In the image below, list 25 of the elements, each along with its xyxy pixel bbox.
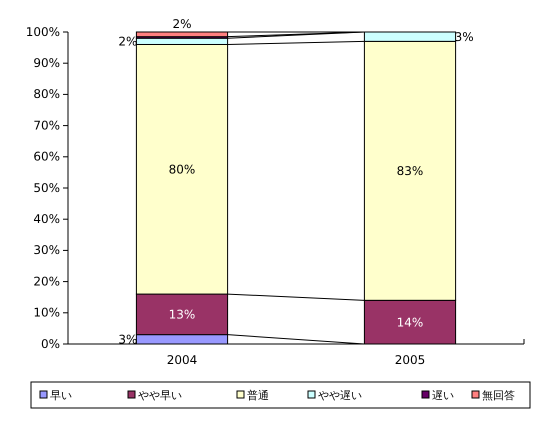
y-tick-label: 20% [33,274,60,288]
data-label: 80% [168,162,196,176]
legend-label: やや遅い [318,389,362,402]
legend-label: 無回答 [482,389,515,402]
y-tick-label: 80% [33,87,60,102]
data-label: 83% [396,164,424,178]
legend-label: 普通 [247,389,269,402]
legend-label: やや早い [138,389,182,402]
y-tick-label: 90% [33,56,60,70]
legend-label: 遅い [432,389,454,402]
y-tick-label: 60% [33,150,60,164]
data-label: 2% [172,17,192,31]
legend-label: 早い [50,389,72,402]
y-tick-label: 100% [26,24,60,39]
y-tick-label: 70% [33,118,60,132]
y-tick-label: 50% [33,180,60,195]
x-tick-label: 2004 [166,352,198,367]
y-tick-label: 0% [40,336,60,351]
y-tick-label: 10% [33,306,60,320]
y-tick-label: 40% [33,212,60,226]
x-tick-label: 2005 [394,352,426,367]
y-tick-label: 30% [33,243,60,258]
data-label: 14% [396,315,424,330]
data-label: 13% [168,308,196,322]
data-label: 3% [454,30,474,44]
